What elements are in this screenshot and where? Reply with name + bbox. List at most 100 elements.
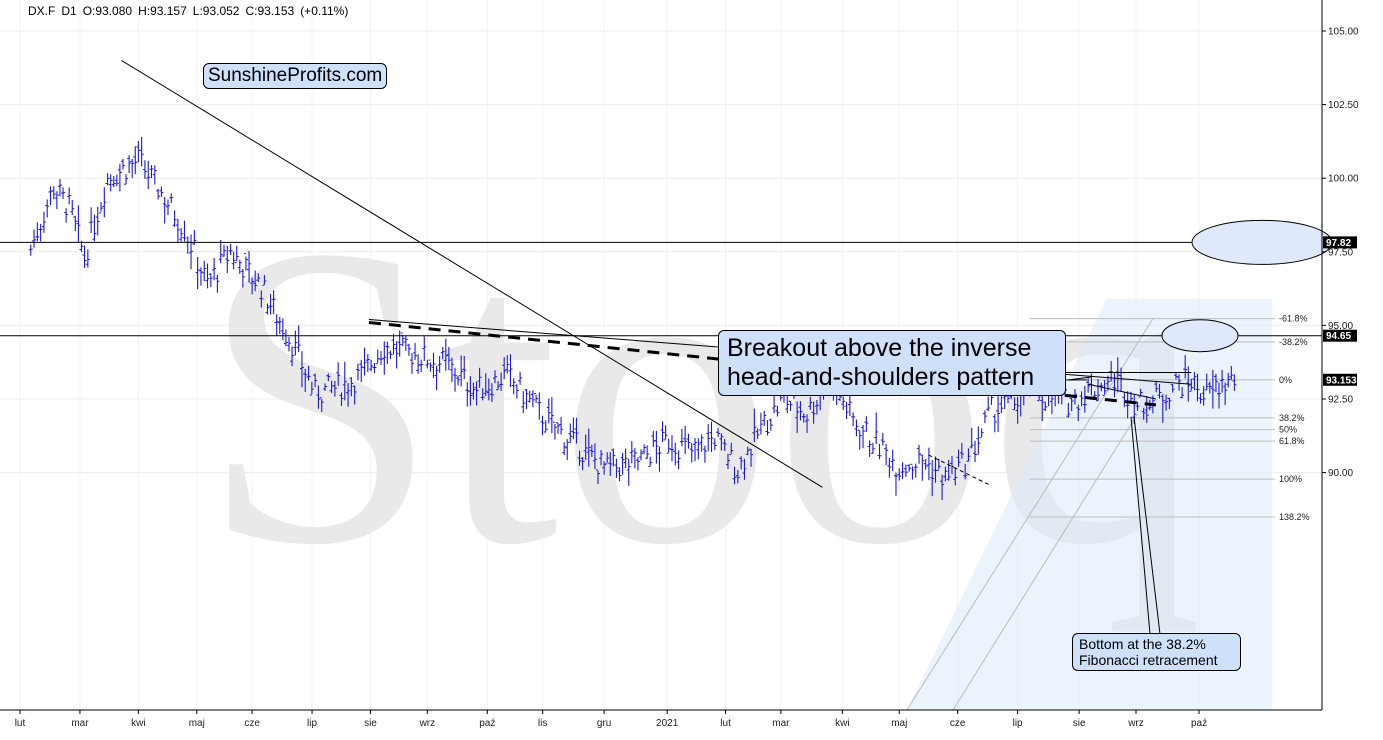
ohlc-bar	[969, 427, 974, 449]
ohlc-bar	[1180, 387, 1185, 399]
trend-lines	[0, 60, 1333, 635]
ohlc-bar	[400, 332, 405, 347]
ohlc-bar	[1138, 388, 1143, 398]
ohlc-bar	[139, 136, 144, 167]
y-tick-label: 92.50	[1328, 395, 1353, 406]
ohlc-bar	[70, 199, 75, 216]
x-tick-label: mar	[71, 718, 89, 729]
ohlc-bar	[1012, 397, 1017, 411]
ohlc-bar	[623, 448, 628, 469]
ohlc-bar	[897, 468, 902, 481]
ohlc-bar	[657, 446, 662, 472]
ohlc-bar	[1223, 382, 1228, 406]
ohlc-bar	[259, 290, 264, 308]
ohlc-bar	[870, 442, 875, 454]
x-tick-label: lip	[307, 718, 317, 729]
interval: D1	[61, 4, 77, 18]
ohlc-bar	[117, 163, 122, 192]
ohlc-bar	[1167, 397, 1172, 409]
ohlc-bar	[645, 445, 650, 460]
ohlc-bar	[99, 202, 104, 214]
ohlc-bar	[162, 196, 167, 224]
level-ellipse	[1161, 319, 1239, 353]
ohlc-bar	[648, 456, 653, 467]
ohlc-bar	[755, 428, 760, 440]
ohlc-bar	[788, 400, 793, 411]
ohlc-bar	[277, 316, 282, 335]
ohlc-bar	[562, 442, 567, 456]
ohlc-bar	[805, 414, 810, 433]
ohlc-bar	[966, 448, 971, 462]
ohlc-bar	[992, 414, 997, 433]
x-tick-label: 2021	[656, 718, 679, 729]
ohlc-bar	[1201, 386, 1206, 406]
ohlc-bar	[489, 383, 494, 402]
ohlc-bar	[1069, 397, 1074, 412]
ohlc-bar	[419, 359, 424, 373]
high-value: H:93.157	[138, 4, 187, 18]
ohlc-bar	[976, 426, 981, 455]
ohlc-bar	[595, 469, 600, 485]
ohlc-bar	[1164, 394, 1169, 411]
ohlc-bar	[874, 412, 879, 445]
fib-level-label: 100%	[1279, 474, 1302, 484]
ohlc-bar	[1135, 401, 1140, 411]
ohlc-bar	[355, 363, 360, 381]
ohlc-bar	[669, 435, 674, 462]
ohlc-bar	[95, 206, 100, 236]
price-tag-label: 97.82	[1326, 238, 1351, 249]
ohlc-bar	[706, 424, 711, 452]
ohlc-bar	[480, 388, 485, 401]
bottom-pointer	[1133, 416, 1161, 635]
ohlc-bar	[752, 408, 757, 443]
ohlc-bar	[1220, 369, 1225, 393]
ohlc-bar	[654, 430, 659, 464]
ohlc-bar	[133, 146, 138, 175]
ohlc-bar	[205, 263, 210, 289]
y-tick-label: 97.50	[1328, 247, 1353, 258]
ohlc-bar	[1112, 372, 1117, 398]
ohlc-bar	[1160, 394, 1165, 423]
ohlc-bar	[142, 160, 147, 179]
ohlc-bar	[313, 373, 318, 388]
ohlc-bar	[959, 442, 964, 459]
ohlc-bar	[686, 433, 691, 449]
close-value: C:93.153	[245, 4, 295, 18]
ohlc-bar	[316, 385, 321, 409]
ohlc-bar	[89, 207, 94, 233]
price-tag-bg	[1323, 329, 1357, 342]
ohlc-bar	[48, 186, 53, 206]
ohlc-bar	[602, 461, 607, 475]
ohlc-bar	[693, 437, 698, 462]
ohlc-bar	[1232, 374, 1237, 391]
ohlc-bar	[722, 439, 727, 451]
declining-trendline	[121, 60, 823, 488]
neckline-extension	[1088, 383, 1157, 400]
ohlc-bar	[565, 439, 570, 461]
ohlc-bar	[543, 420, 548, 433]
ohlc-bar	[910, 463, 915, 480]
ohlc-bar	[397, 330, 402, 357]
x-tick-label: kwi	[835, 718, 849, 729]
ohlc-bar	[514, 384, 519, 399]
ohlc-bar	[1082, 385, 1087, 413]
ohlc-bar	[762, 410, 767, 426]
ohlc-bar	[592, 443, 597, 469]
ohlc-bar	[651, 430, 656, 447]
ohlc-bar	[165, 199, 170, 216]
price-tag-label: 93.153	[1326, 375, 1357, 386]
y-tick-label: 100.00	[1328, 174, 1359, 185]
ohlc-bar	[286, 336, 291, 352]
ohlc-bar	[679, 428, 684, 447]
ohlc-bar	[1226, 372, 1231, 388]
ohlc-bar	[801, 413, 806, 423]
ohlc-bar	[332, 380, 337, 397]
ohlc-bar	[237, 259, 242, 275]
ohlc-bar	[496, 381, 501, 391]
ohlc-bar	[326, 373, 331, 382]
ohlc-bar	[1170, 384, 1175, 393]
symbol: DX.F	[28, 4, 56, 18]
neckline-dashed	[368, 320, 1157, 407]
ohlc-bar	[611, 448, 616, 467]
ohlc-bar	[274, 314, 279, 336]
